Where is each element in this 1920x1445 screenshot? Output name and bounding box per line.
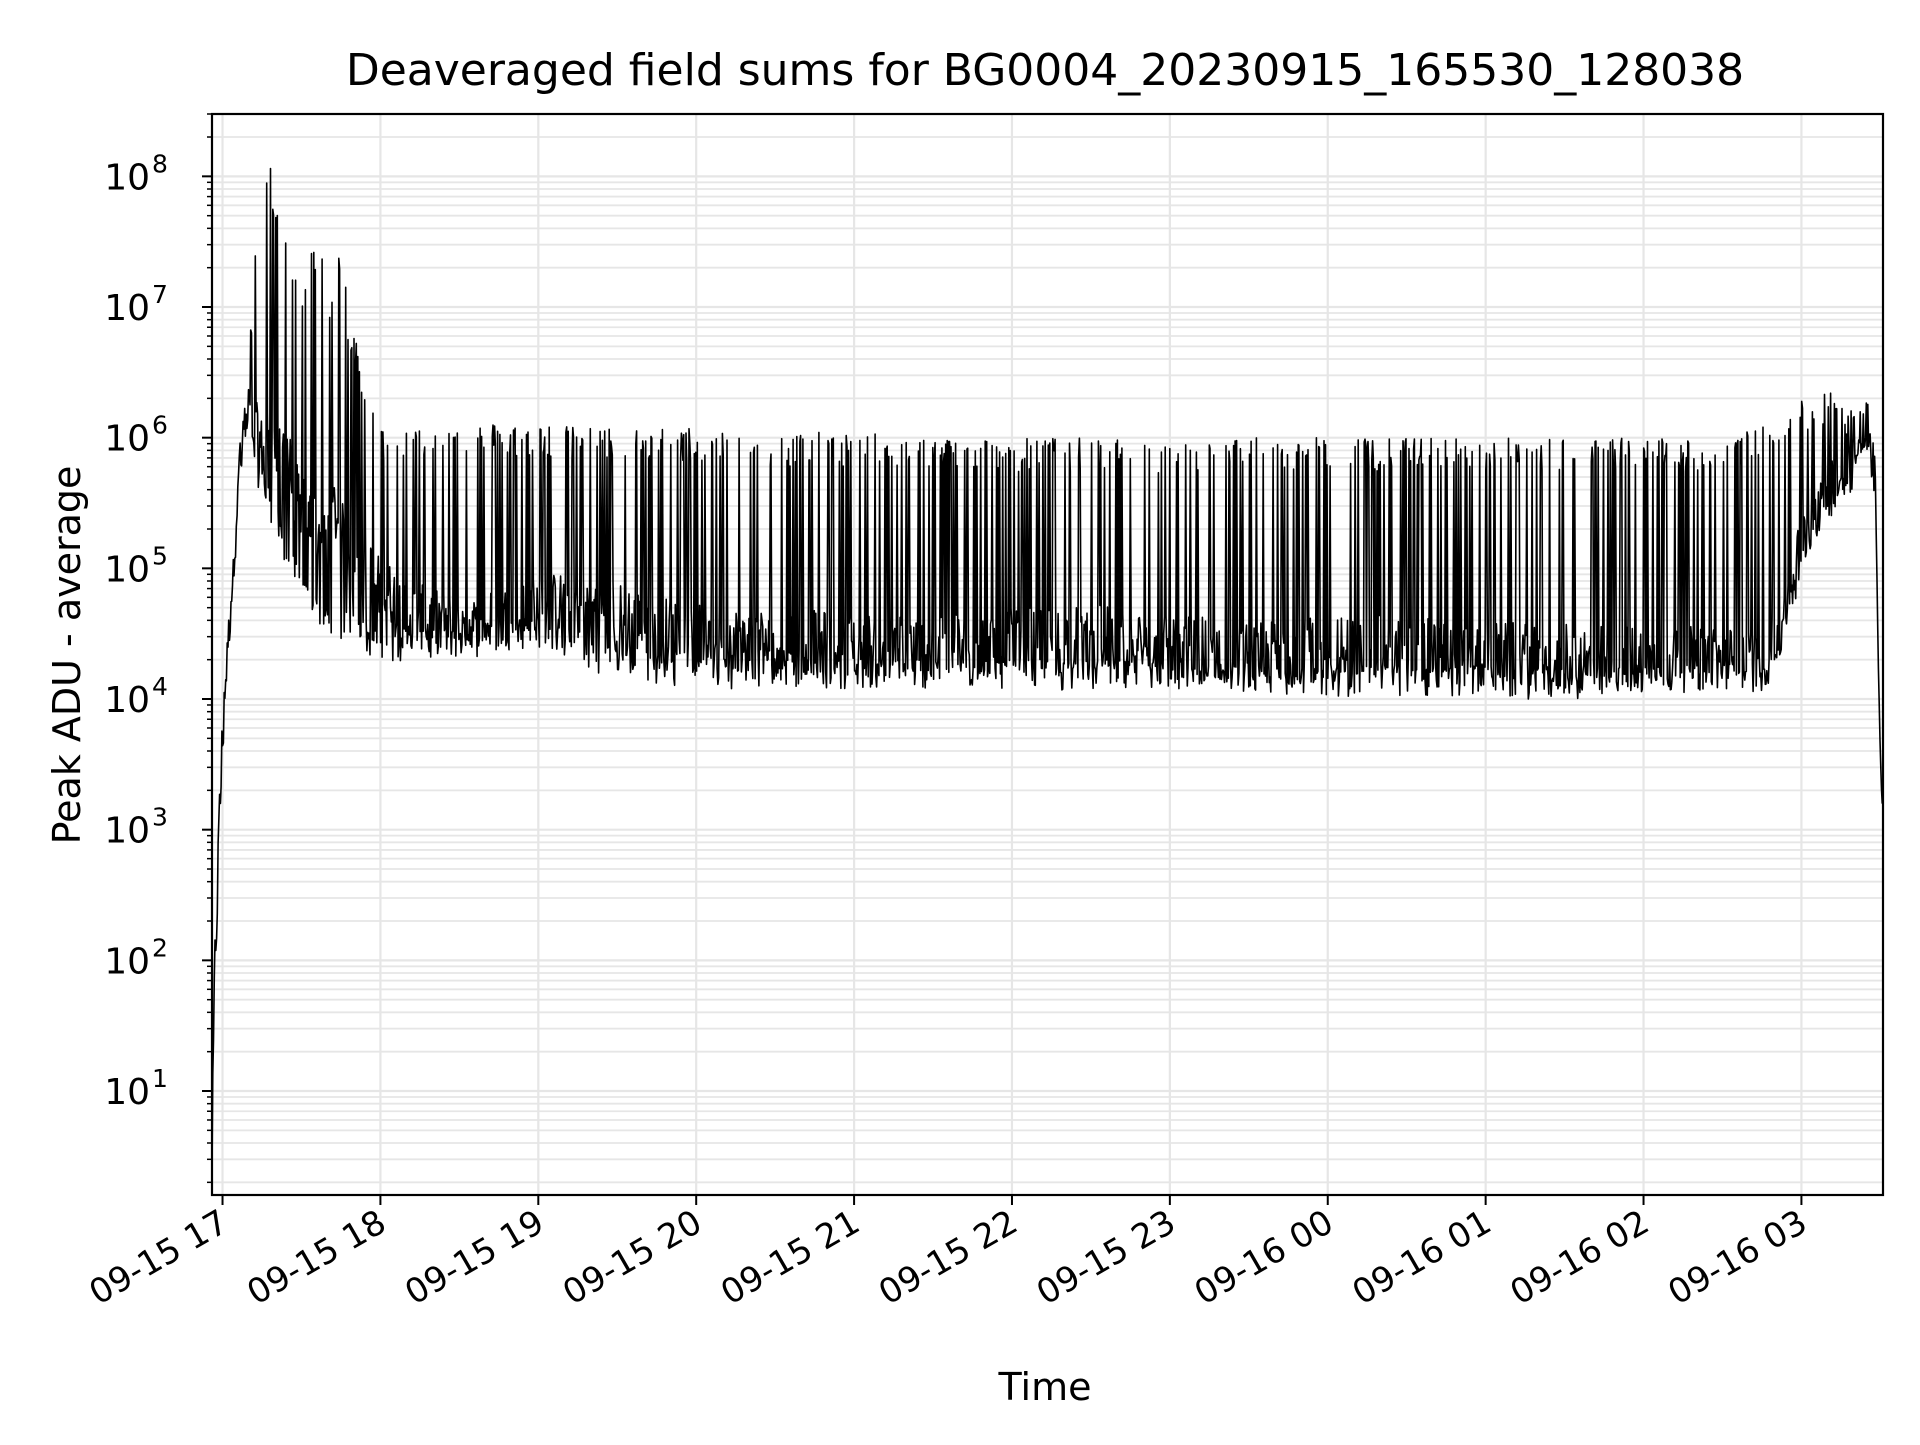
plot-frame: [210, 112, 1885, 1197]
y-tick-label: 10: [104, 288, 150, 329]
line-layer: [211, 167, 1884, 1173]
axes-layer: 09-15 17 09-15 18 09-15 19 09-15 20 09-15 21…: [83, 112, 1885, 1313]
x-axis-label: Time: [998, 1365, 1092, 1409]
x-tick-label: 09-15 18: [241, 1202, 393, 1313]
y-tick-label: 10: [104, 811, 150, 852]
x-tick-label: 09-15 23: [1030, 1202, 1182, 1313]
x-tick-label: 09-15 19: [398, 1202, 550, 1313]
x-tick-label: 09-16 01: [1346, 1202, 1498, 1313]
y-tick-label: 10: [104, 941, 150, 982]
y-axis-label: Peak ADU - average: [45, 466, 89, 845]
x-tick-label: 09-16 02: [1504, 1202, 1656, 1313]
y-tick-label: 10: [104, 1072, 150, 1113]
y-tick-label-exponent: 7: [152, 280, 168, 309]
x-tick-label: 09-16 00: [1188, 1202, 1340, 1313]
y-tick-label: 10: [104, 419, 150, 460]
y-tick-label: 10: [104, 549, 150, 590]
y-tick-label-exponent: 3: [152, 803, 168, 832]
x-tick-label: 09-15 21: [714, 1202, 866, 1313]
x-tick-label: 09-15 17: [83, 1202, 235, 1313]
chart-title: Deaveraged field sums for BG0004_2023091…: [346, 45, 1744, 96]
y-tick-label: 10: [104, 680, 150, 721]
y-tick-label-exponent: 2: [152, 933, 168, 962]
series-line: [211, 167, 1884, 1173]
y-tick-label-exponent: 1: [152, 1064, 168, 1093]
x-tick-label: 09-16 03: [1662, 1202, 1814, 1313]
x-tick-label: 09-15 20: [556, 1202, 708, 1313]
y-tick-label: 10: [104, 157, 150, 198]
y-tick-label-exponent: 6: [152, 411, 168, 440]
y-tick-label-exponent: 5: [152, 541, 168, 570]
x-tick-label: 09-15 22: [872, 1202, 1024, 1313]
y-tick-label-exponent: 8: [152, 149, 168, 178]
y-tick-label-exponent: 4: [152, 672, 168, 701]
